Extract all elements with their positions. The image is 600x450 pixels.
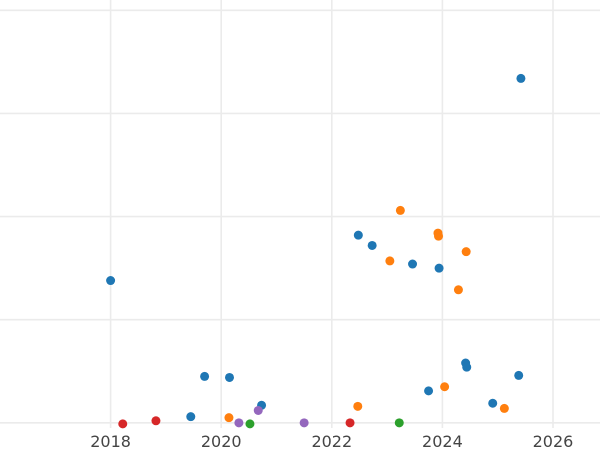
data-point: [394, 418, 404, 428]
data-point: [345, 418, 355, 428]
x-tick-label: 2024: [422, 432, 463, 450]
data-point: [200, 371, 210, 381]
data-point: [385, 256, 395, 266]
data-point: [234, 418, 244, 428]
data-point: [434, 231, 444, 241]
data-point: [367, 240, 377, 250]
data-point: [514, 370, 524, 380]
points-layer: [106, 73, 526, 429]
data-point: [516, 73, 526, 83]
data-point: [440, 382, 450, 392]
data-point: [499, 403, 509, 413]
data-point: [434, 263, 444, 273]
data-point: [462, 362, 472, 372]
data-point: [224, 372, 234, 382]
data-point: [408, 259, 418, 269]
data-point: [424, 386, 434, 396]
data-point: [253, 405, 263, 415]
data-point: [353, 401, 363, 411]
data-point: [106, 276, 116, 286]
grid-layer: [0, 0, 600, 428]
data-point: [118, 419, 128, 429]
x-tick-labels: 2018 2020 2022 2024 2026: [90, 432, 573, 450]
x-tick-label: 2022: [311, 432, 352, 450]
x-tick-label: 2018: [90, 432, 131, 450]
data-point: [461, 247, 471, 257]
data-point: [488, 398, 498, 408]
data-point: [245, 419, 255, 429]
data-point: [395, 205, 405, 215]
data-point: [453, 285, 463, 295]
data-point: [353, 230, 363, 240]
data-point: [299, 418, 309, 428]
x-tick-label: 2020: [201, 432, 242, 450]
x-tick-label: 2026: [533, 432, 574, 450]
data-point: [186, 412, 196, 422]
data-point: [151, 416, 161, 426]
data-point: [224, 413, 234, 423]
